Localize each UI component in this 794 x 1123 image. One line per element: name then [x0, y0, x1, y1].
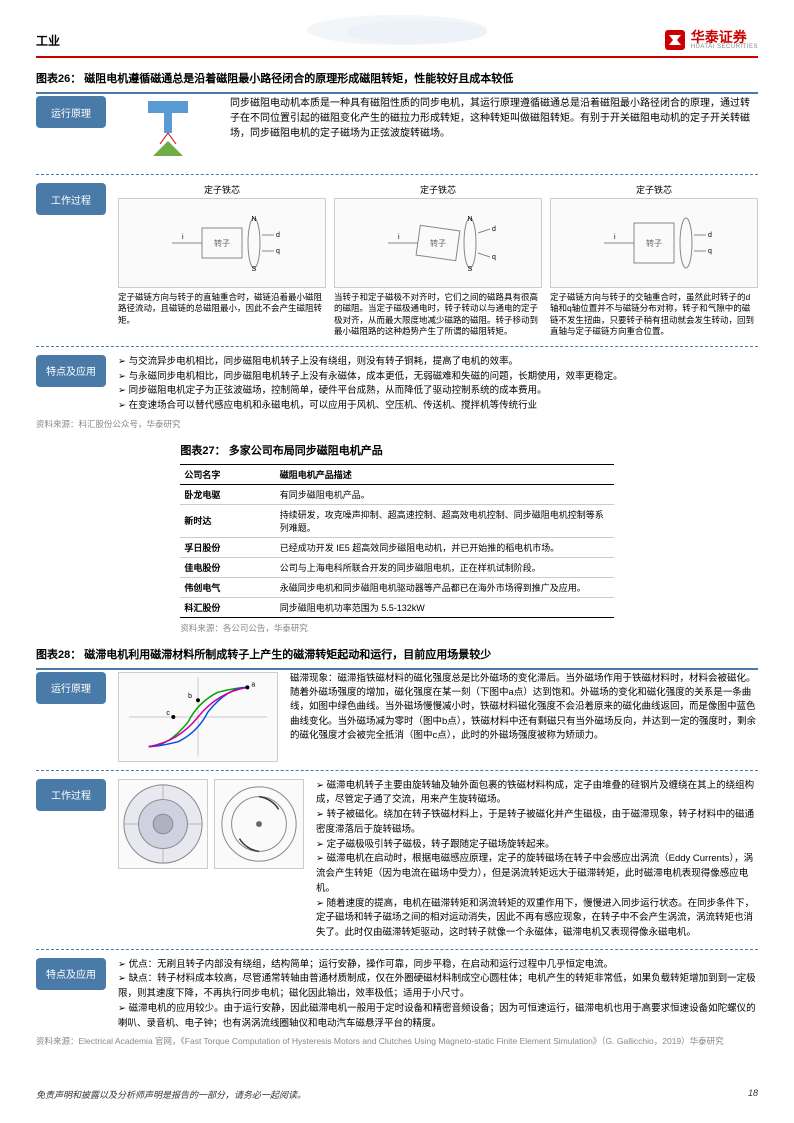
svg-text:q: q [708, 248, 712, 255]
fig28-label-principle: 运行原理 [36, 672, 106, 704]
fig26-bullet-2: 与永磁同步电机相比，同步磁阻电机转子上没有永磁体，成本更低，无弱磁难和失磁的问题… [118, 370, 758, 385]
table-cell-company: 孚日股份 [180, 537, 275, 557]
fig28-feat-b2: 缺点：转子材料成本较高，尽管通常转轴由普通材质制成，仅在外圈硬磁材料制成空心圆柱… [118, 972, 758, 1001]
svg-text:q: q [276, 248, 280, 255]
fig26-principle-text: 同步磁阻电动机本质是一种具有磁阻性质的同步电机，其运行原理遵循磁通总是沿着磁阻最… [230, 96, 758, 141]
fig26-label-features: 特点及应用 [36, 355, 106, 387]
table-cell-company: 伟创电气 [180, 577, 275, 597]
table-cell-company: 卧龙电驱 [180, 484, 275, 504]
svg-text:i: i [398, 234, 400, 241]
svg-text:S: S [468, 266, 473, 273]
table-row: 科汇股份同步磁阻电机功率范围为 5.5-132kW [180, 597, 613, 617]
svg-text:转子: 转子 [646, 238, 662, 248]
fig28-feat-b3: 磁滞电机的应用较少。由于运行安静，因此磁滞电机一般用于定时设备和精密音频设备；因… [118, 1002, 758, 1031]
table-row: 新时达持续研发，攻克噪声抑制、超高速控制、超高效电机控制、同步磁阻电机控制等系列… [180, 504, 613, 537]
fig28-process-b4: 磁滞电机在启动时，根据电磁感应原理，定子的旋转磁场在转子中会感应出涡流（Eddy… [316, 852, 758, 896]
stator-label-3: 定子铁芯 [550, 183, 758, 196]
fig26-label-process: 工作过程 [36, 183, 106, 215]
motor-cross-section-1 [118, 779, 208, 869]
table-cell-desc: 有同步磁阻电机产品。 [276, 484, 614, 504]
svg-text:转子: 转子 [430, 238, 446, 248]
header-bg-decoration [297, 10, 497, 50]
footer-page-number: 18 [748, 1088, 758, 1101]
svg-text:N: N [251, 216, 256, 223]
fig28-features-list: 优点：无刷且转子内部没有绕组，结构简单；运行安静，操作可靠，同步平稳，在启动和运… [118, 958, 758, 1032]
table-cell-company: 佳电股份 [180, 557, 275, 577]
footer-disclaimer: 免责声明和披露以及分析师声明是报告的一部分，请务必一起阅读。 [36, 1088, 306, 1101]
table-cell-company: 科汇股份 [180, 597, 275, 617]
table-cell-desc: 持续研发，攻克噪声抑制、超高速控制、超高效电机控制、同步磁阻电机控制等系列难题。 [276, 504, 614, 537]
hysteresis-curve-diagram: a b c [118, 672, 278, 762]
svg-text:i: i [614, 234, 616, 241]
stator-label-2: 定子铁芯 [334, 183, 542, 196]
fig28-process-b2: 转子被磁化。绕加在转子铁磁材料上，于是转子被磁化并产生磁极，由于磁滞现象，转子材… [316, 808, 758, 837]
stator-caption-2: 当转子和定子磁极不对齐时，它们之间的磁路具有很高的磁阻。当定子磁极通电时，转子转… [334, 292, 542, 338]
fig28-title: 图表28： 磁滞电机利用磁滞材料所制成转子上产生的磁滞转矩起动和运行，目前应用场… [36, 646, 758, 662]
svg-text:N: N [467, 216, 472, 223]
stator-diagram-1: 转子 N Si d q [118, 198, 326, 288]
svg-text:i: i [182, 234, 184, 241]
table-row: 卧龙电驱有同步磁阻电机产品。 [180, 484, 613, 504]
fig28-label-process: 工作过程 [36, 779, 106, 811]
fig28-process-list: 磁滞电机转子主要由旋转轴及轴外面包裹的铁磁材料构成，定子由堆叠的硅钢片及缠绕在其… [316, 779, 758, 941]
svg-text:b: b [188, 693, 192, 700]
fig26-label-principle: 运行原理 [36, 96, 106, 128]
fig28-source: 资料来源：Electrical Academia 官网，《Fast Torque… [36, 1035, 758, 1047]
stator-label-1: 定子铁芯 [118, 183, 326, 196]
stator-caption-1: 定子磁链方向与转子的直轴重合时，磁链沿着最小磁阻路径流动，且磁链的总磁阻最小，因… [118, 292, 326, 326]
svg-text:d: d [708, 232, 712, 239]
huatai-logo-icon [663, 28, 687, 52]
stator-diagram-3: 转子 i d q [550, 198, 758, 288]
table-row: 伟创电气永磁同步电机和同步磁阻电机驱动器等产品都已在海外市场得到推广及应用。 [180, 577, 613, 597]
svg-text:c: c [166, 710, 170, 717]
fig28-label-features: 特点及应用 [36, 958, 106, 990]
table-row: 佳电股份公司与上海电科所联合开发的同步磁阻电机，正在样机试制阶段。 [180, 557, 613, 577]
fig26-principle-diagram [118, 96, 218, 166]
stator-diagram-2: 转子 N Si d q [334, 198, 542, 288]
fig28-feat-b1: 优点：无刷且转子内部没有绕组，结构简单；运行安静，操作可靠，同步平稳，在启动和运… [118, 958, 758, 973]
logo-text-en: HUATAI SECURITIES [691, 44, 758, 50]
svg-text:S: S [252, 266, 257, 273]
svg-text:q: q [492, 254, 496, 261]
table-cell-company: 新时达 [180, 504, 275, 537]
logo-text-cn: 华泰证券 [691, 30, 758, 44]
fig28-process-b3: 定子磁极吸引转子磁极，转子跟随定子磁场旋转起来。 [316, 838, 758, 853]
stator-caption-3: 定子磁链方向与转子的交轴重合时，虽然此时转子的d轴和q轴位置并不与磁链分布对称，… [550, 292, 758, 338]
fig27-col2: 磁阻电机产品描述 [276, 464, 614, 484]
fig27-source: 资料来源：各公司公告，华泰研究 [180, 622, 613, 634]
header-category: 工业 [36, 32, 60, 49]
fig27-title: 图表27： 多家公司布局同步磁阻电机产品 [180, 442, 613, 458]
svg-text:a: a [251, 681, 255, 688]
page-footer: 免责声明和披露以及分析师声明是报告的一部分，请务必一起阅读。 18 [36, 1088, 758, 1101]
table-cell-desc: 已经成功开发 IE5 超高效同步磁阻电动机，并已开始推的稻电机市场。 [276, 537, 614, 557]
fig28-process-b5: 随着速度的提高，电机在磁滞转矩和涡流转矩的双重作用下，慢慢进入同步运行状态。在同… [316, 897, 758, 941]
fig26-title: 图表26： 磁阻电机遵循磁通总是沿着磁阻最小路径闭合的原理形成磁阻转矩，性能较好… [36, 70, 758, 86]
fig26-bullet-4: 在变速场合可以替代感应电机和永磁电机，可以应用于风机、空压机、传送机、搅拌机等传… [118, 399, 758, 414]
fig28-principle-text: 磁滞现象：磁滞指铁磁材料的磁化强度总是比外磁场的变化滞后。当外磁场作用于铁磁材料… [290, 672, 758, 743]
fig27-table: 公司名字 磁阻电机产品描述 卧龙电驱有同步磁阻电机产品。新时达持续研发，攻克噪声… [180, 464, 613, 618]
motor-cross-section-2 [214, 779, 304, 869]
svg-text:d: d [276, 232, 280, 239]
header-logo: 华泰证券 HUATAI SECURITIES [663, 28, 758, 52]
table-row: 孚日股份已经成功开发 IE5 超高效同步磁阻电动机，并已开始推的稻电机市场。 [180, 537, 613, 557]
fig27-col1: 公司名字 [180, 464, 275, 484]
table-cell-desc: 永磁同步电机和同步磁阻电机驱动器等产品都已在海外市场得到推广及应用。 [276, 577, 614, 597]
svg-text:d: d [492, 226, 496, 233]
fig26-bullet-list: 与交流异步电机相比，同步磁阻电机转子上没有绕组，则没有转子铜耗，提高了电机的效率… [118, 355, 758, 414]
fig26-source: 资料来源：科汇股份公众号，华泰研究 [36, 418, 758, 430]
svg-text:转子: 转子 [214, 238, 230, 248]
table-cell-desc: 公司与上海电科所联合开发的同步磁阻电机，正在样机试制阶段。 [276, 557, 614, 577]
table-cell-desc: 同步磁阻电机功率范围为 5.5-132kW [276, 597, 614, 617]
fig28-process-b1: 磁滞电机转子主要由旋转轴及轴外面包裹的铁磁材料构成，定子由堆叠的硅钢片及缠绕在其… [316, 779, 758, 808]
fig26-bullet-1: 与交流异步电机相比，同步磁阻电机转子上没有绕组，则没有转子铜耗，提高了电机的效率… [118, 355, 758, 370]
fig26-bullet-3: 同步磁阻电机定子为正弦波磁场，控制简单，硬件平台成熟，从而降低了驱动控制系统的成… [118, 384, 758, 399]
